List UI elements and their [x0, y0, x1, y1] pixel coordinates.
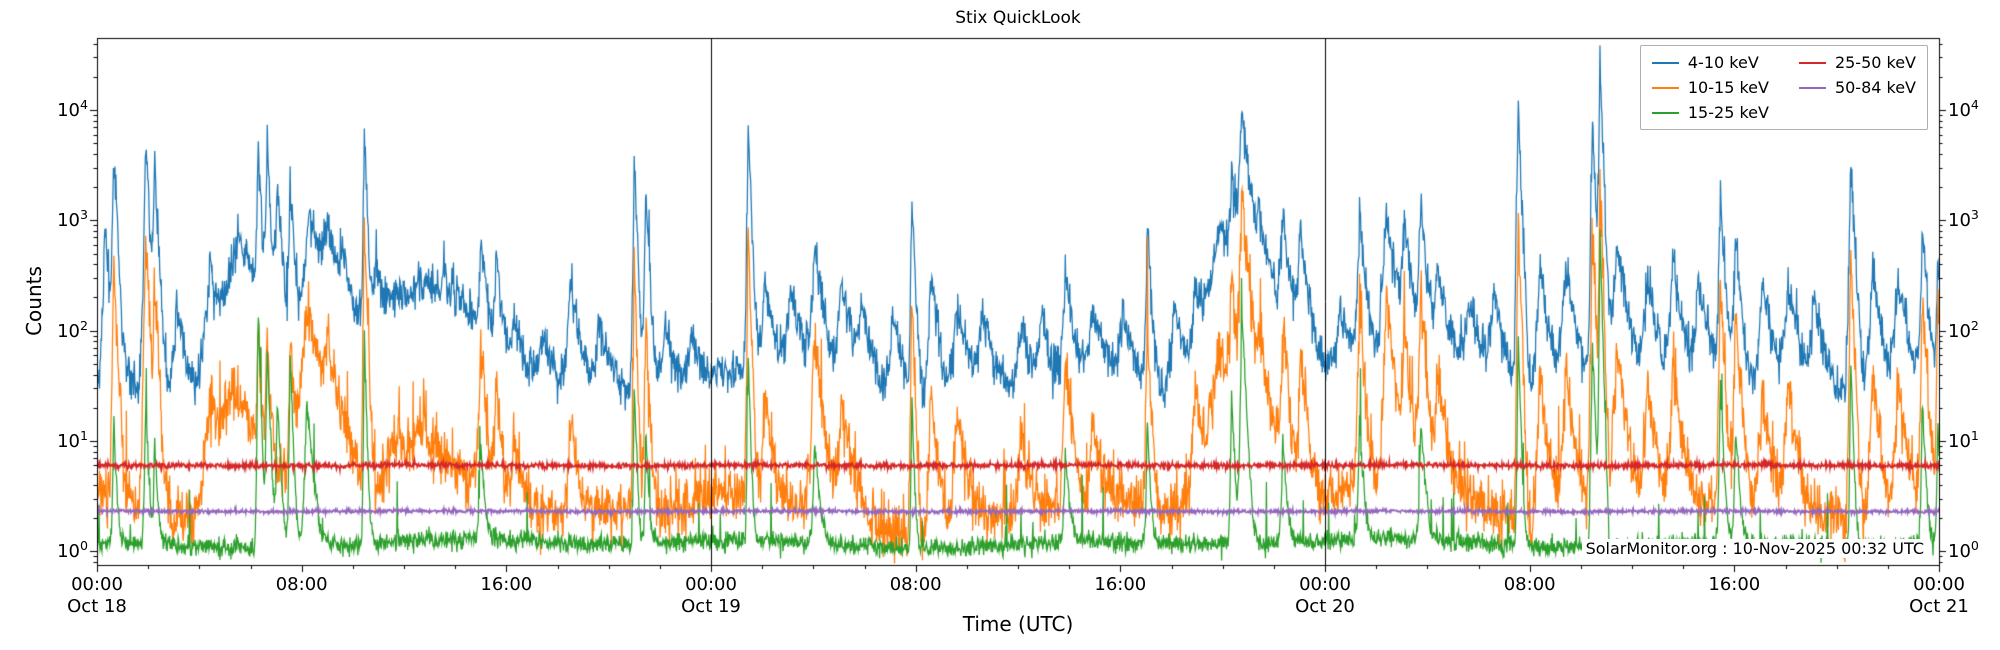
y-tick-label: 103 [1948, 207, 1979, 232]
legend-label: 25-50 keV [1834, 53, 1916, 72]
y-tick-label: 102 [1948, 317, 1979, 342]
x-tick-label: 08:00 [889, 574, 942, 595]
legend-line-sample [1651, 61, 1679, 64]
legend-label: 15-25 keV [1687, 103, 1769, 122]
x-tick-label: 00:00 [71, 574, 123, 595]
legend-label: 50-84 keV [1834, 78, 1916, 97]
legend-item: 50-84 keV [1798, 78, 1916, 97]
y-tick-label: 101 [1948, 427, 1979, 452]
legend-label: 10-15 keV [1687, 78, 1769, 97]
x-day-label: Oct 20 [1295, 596, 1355, 617]
watermark-text: SolarMonitor.org : 10-Nov-2025 00:32 UTC [1581, 539, 1928, 558]
legend-item: 10-15 keV [1651, 78, 1769, 97]
x-tick-label: 16:00 [1094, 574, 1147, 595]
legend-line-sample [1798, 61, 1826, 64]
y-tick-label: 100 [1948, 538, 1979, 563]
y-tick-label: 101 [57, 427, 88, 452]
y-tick-label: 102 [57, 317, 88, 342]
y-tick-label: 100 [57, 538, 88, 563]
chart-title: Stix QuickLook [955, 8, 1081, 28]
legend-line-sample [1651, 86, 1679, 89]
x-tick-label: 00:00 [685, 574, 737, 595]
legend-line-sample [1651, 111, 1679, 114]
legend-item: 15-25 keV [1651, 103, 1769, 122]
legend: 4-10 keV 10-15 keV 15-25 keV 25-50 keV 50-84… [1639, 45, 1928, 130]
legend-label: 4-10 keV [1687, 53, 1759, 72]
x-tick-label: 00:00 [1913, 574, 1965, 595]
x-tick-label: 16:00 [1708, 574, 1761, 595]
x-day-label: Oct 21 [1909, 596, 1969, 617]
x-day-label: Oct 19 [681, 596, 741, 617]
legend-line-sample [1798, 86, 1826, 89]
x-tick-label: 08:00 [275, 574, 328, 595]
y-axis-label: Counts [22, 266, 46, 336]
legend-item: 25-50 keV [1798, 53, 1916, 72]
x-axis-label: Time (UTC) [962, 612, 1074, 636]
x-tick-label: 16:00 [480, 574, 533, 595]
x-tick-label: 08:00 [1503, 574, 1556, 595]
x-day-label: Oct 18 [67, 596, 127, 617]
y-tick-label: 104 [1948, 96, 1979, 121]
legend-item: 4-10 keV [1651, 53, 1769, 72]
x-tick-label: 00:00 [1299, 574, 1351, 595]
y-tick-label: 103 [57, 207, 88, 232]
y-tick-label: 104 [57, 96, 88, 121]
